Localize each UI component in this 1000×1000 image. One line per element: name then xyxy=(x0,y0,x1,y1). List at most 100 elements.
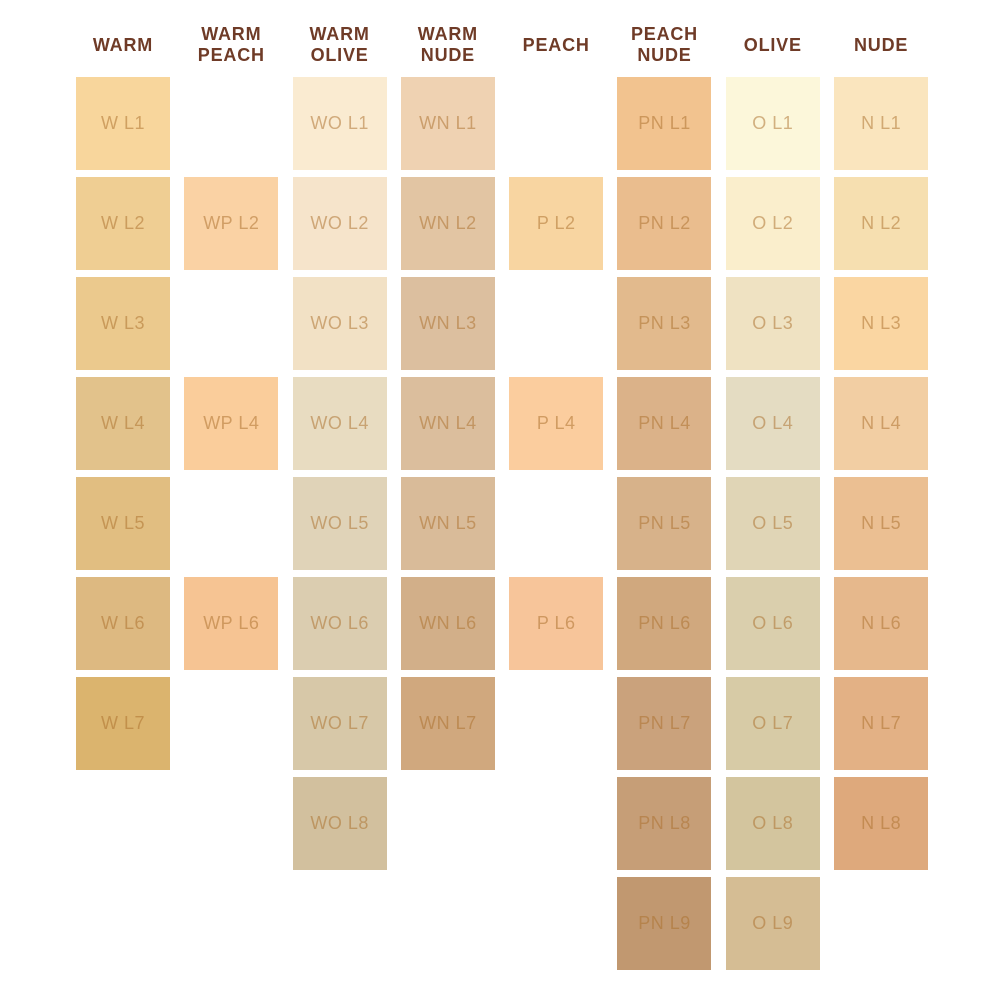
swatch-label: O L4 xyxy=(752,413,794,433)
swatch-label: W L2 xyxy=(100,213,145,233)
swatch-label: W L4 xyxy=(100,413,145,433)
swatch-label: W L7 xyxy=(100,713,145,733)
swatch-wn-l3: WN L3 xyxy=(400,277,495,370)
swatch-label: O L7 xyxy=(752,713,794,733)
swatch-pn-l5: PN L5 xyxy=(617,477,712,570)
swatch-w-l4: W L4 xyxy=(76,377,170,470)
swatch-label: N L8 xyxy=(861,813,902,833)
swatch-label: O L3 xyxy=(752,313,794,333)
column-header-peach: PEACH xyxy=(522,34,590,55)
swatch-w-l5: W L5 xyxy=(76,477,170,570)
swatch-o-l1: O L1 xyxy=(725,77,820,170)
swatch-label: W L3 xyxy=(100,313,145,333)
swatch-wp-l4: WP L4 xyxy=(184,377,279,470)
swatch-label: PN L7 xyxy=(638,713,691,733)
swatch-wp-l6: WP L6 xyxy=(184,577,279,670)
column-header-warm-nude: WARM NUDE xyxy=(417,24,478,65)
swatch-wo-l2: WO L2 xyxy=(292,177,387,270)
swatch-label: W L1 xyxy=(100,113,145,133)
swatch-wn-l4: WN L4 xyxy=(400,377,495,470)
swatch-label: WN L6 xyxy=(419,613,477,633)
swatch-wn-l7: WN L7 xyxy=(400,677,495,770)
swatch-pn-l2: PN L2 xyxy=(617,177,712,270)
swatch-w-l6: W L6 xyxy=(76,577,170,670)
swatch-n-l7: N L7 xyxy=(834,677,929,770)
swatch-pn-l4: PN L4 xyxy=(617,377,712,470)
swatch-pn-l8: PN L8 xyxy=(617,777,712,870)
swatch-w-l2: W L2 xyxy=(76,177,170,270)
swatch-label: W L5 xyxy=(100,513,145,533)
swatch-label: WO L4 xyxy=(310,413,369,433)
swatch-o-l2: O L2 xyxy=(725,177,820,270)
swatch-label: N L3 xyxy=(861,313,902,333)
swatch-label: WO L2 xyxy=(310,213,369,233)
swatch-label: N L1 xyxy=(861,113,902,133)
swatch-wp-l2: WP L2 xyxy=(184,177,279,270)
swatch-label: N L5 xyxy=(861,513,902,533)
swatch-wo-l7: WO L7 xyxy=(292,677,387,770)
swatch-p-l6: P L6 xyxy=(509,577,604,670)
swatch-label: O L1 xyxy=(752,113,794,133)
swatch-w-l1: W L1 xyxy=(76,77,170,170)
swatch-wn-l5: WN L5 xyxy=(400,477,495,570)
swatch-pn-l7: PN L7 xyxy=(617,677,712,770)
swatch-label: WN L1 xyxy=(419,113,477,133)
swatch-label: O L5 xyxy=(752,513,794,533)
swatch-label: PN L1 xyxy=(638,113,691,133)
swatch-label: WP L4 xyxy=(203,413,260,433)
swatch-wn-l2: WN L2 xyxy=(400,177,495,270)
swatch-n-l5: N L5 xyxy=(834,477,929,570)
column-header-nude: NUDE xyxy=(853,34,909,55)
swatch-label: PN L9 xyxy=(638,913,691,933)
swatch-wo-l6: WO L6 xyxy=(292,577,387,670)
swatch-label: PN L2 xyxy=(638,213,691,233)
swatch-pn-l6: PN L6 xyxy=(617,577,712,670)
swatch-label: PN L4 xyxy=(638,413,691,433)
swatch-label: WN L7 xyxy=(419,713,477,733)
swatch-label: WO L8 xyxy=(310,813,369,833)
swatch-pn-l1: PN L1 xyxy=(617,77,712,170)
swatch-label: N L6 xyxy=(861,613,902,633)
swatch-o-l4: O L4 xyxy=(725,377,820,470)
swatch-label: P L4 xyxy=(536,413,576,433)
swatch-label: W L6 xyxy=(100,613,145,633)
swatch-label: N L2 xyxy=(861,213,902,233)
swatch-label: WO L6 xyxy=(310,613,369,633)
swatch-n-l3: N L3 xyxy=(834,277,929,370)
swatch-wo-l5: WO L5 xyxy=(292,477,387,570)
swatch-wn-l1: WN L1 xyxy=(400,77,495,170)
swatch-label: P L2 xyxy=(536,213,576,233)
swatch-label: P L6 xyxy=(536,613,576,633)
swatch-label: PN L5 xyxy=(638,513,691,533)
swatch-label: O L2 xyxy=(752,213,794,233)
swatch-label: O L8 xyxy=(752,813,794,833)
swatch-wn-l6: WN L6 xyxy=(400,577,495,670)
column-header-olive: OLIVE xyxy=(743,34,802,55)
swatch-n-l6: N L6 xyxy=(834,577,929,670)
swatch-w-l3: W L3 xyxy=(76,277,170,370)
swatch-label: PN L3 xyxy=(638,313,691,333)
swatch-label: WN L3 xyxy=(419,313,477,333)
column-header-warm: WARM xyxy=(92,34,154,55)
swatch-pn-l3: PN L3 xyxy=(617,277,712,370)
swatch-p-l2: P L2 xyxy=(509,177,604,270)
swatch-label: WN L4 xyxy=(419,413,477,433)
swatch-o-l6: O L6 xyxy=(725,577,820,670)
swatch-label: N L7 xyxy=(861,713,902,733)
swatch-label: PN L6 xyxy=(638,613,691,633)
swatch-o-l5: O L5 xyxy=(725,477,820,570)
swatch-pn-l9: PN L9 xyxy=(617,877,712,970)
swatch-label: WO L5 xyxy=(310,513,369,533)
swatch-wo-l4: WO L4 xyxy=(292,377,387,470)
swatch-n-l4: N L4 xyxy=(834,377,929,470)
swatch-n-l8: N L8 xyxy=(834,777,929,870)
swatch-n-l1: N L1 xyxy=(834,77,929,170)
swatch-w-l7: W L7 xyxy=(76,677,170,770)
swatch-label: WO L3 xyxy=(310,313,369,333)
swatch-n-l2: N L2 xyxy=(834,177,929,270)
column-header-warm-peach: WARM PEACH xyxy=(197,24,265,65)
swatch-label: O L6 xyxy=(752,613,794,633)
swatch-label: WP L2 xyxy=(203,213,260,233)
swatch-wo-l3: WO L3 xyxy=(292,277,387,370)
swatch-label: N L4 xyxy=(861,413,902,433)
